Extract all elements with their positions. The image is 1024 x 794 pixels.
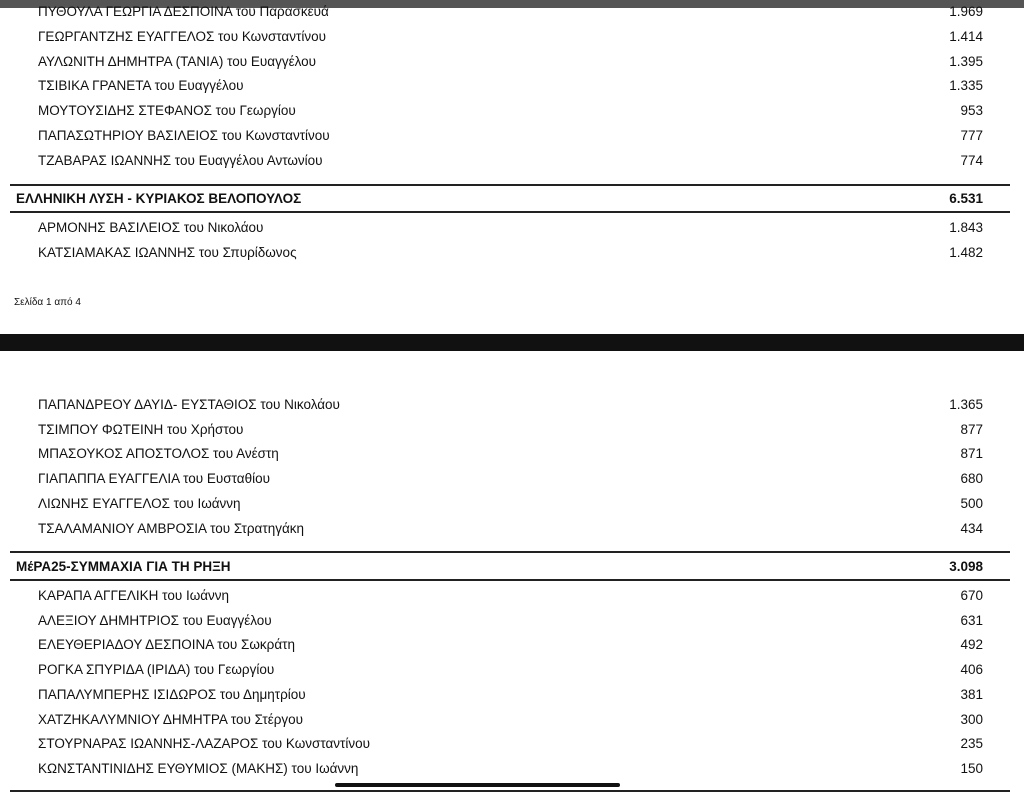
party-name: ΕΛΛΗΝΙΚΗ ΛΥΣΗ - ΚΥΡΙΑΚΟΣ ΒΕΛΟΠΟΥΛΟΣ — [16, 191, 302, 206]
candidate-name: ΑΛΕΞΙΟΥ ΔΗΜΗΤΡΙΟΣ του Ευαγγέλου — [38, 612, 272, 628]
candidate-votes: 631 — [960, 612, 983, 628]
candidate-name: ΕΛΕΥΘΕΡΙΑΔΟΥ ΔΕΣΠΟΙΝΑ του Σωκράτη — [38, 637, 295, 653]
candidate-votes: 150 — [960, 760, 983, 776]
candidate-votes: 1.335 — [949, 78, 983, 94]
candidate-votes: 1.414 — [949, 28, 983, 44]
candidate-votes: 777 — [960, 128, 983, 143]
candidate-votes: 235 — [960, 736, 983, 752]
candidate-name: ΠΥΘΟΥΛΑ ΓΕΩΡΓΙΑ ΔΕΣΠΟΙΝΑ του Παρασκευά — [38, 4, 329, 19]
candidate-votes: 500 — [960, 495, 983, 511]
candidate-name: ΠΑΠΑΝΔΡΕΟΥ ΔΑΥΙΔ- ΕΥΣΤΑΘΙΟΣ του Νικολάου — [38, 397, 340, 412]
candidate-name: ΜΟΥΤΟΥΣΙΔΗΣ ΣΤΕΦΑΝΟΣ του Γεωργίου — [38, 103, 296, 119]
candidate-votes: 300 — [960, 711, 983, 727]
candidate-name: ΤΣΙΜΠΟΥ ΦΩΤΕΙΝΗ του Χρήστου — [38, 421, 244, 437]
candidate-name: ΑΥΛΩΝΙΤΗ ΔΗΜΗΤΡΑ (ΤΑΝΙΑ) του Ευαγγέλου — [38, 53, 317, 69]
candidate-name: ΤΣΙΒΙΚΑ ΓΡΑΝΕΤΑ του Ευαγγέλου — [38, 78, 244, 94]
candidate-votes: 670 — [960, 588, 983, 603]
candidate-votes: 1.482 — [949, 244, 983, 260]
page-footer: Σελίδα 1 από 4 — [14, 297, 81, 308]
candidate-votes: 1.969 — [949, 4, 983, 19]
candidate-name: ΓΕΩΡΓΑΝΤΖΗΣ ΕΥΑΓΓΕΛΟΣ του Κωνσταντίνου — [38, 28, 326, 44]
candidate-votes: 492 — [960, 637, 983, 653]
candidate-name: ΚΑΡΑΠΑ ΑΓΓΕΛΙΚΗ του Ιωάννη — [38, 588, 230, 603]
candidate-votes: 1.843 — [949, 220, 983, 235]
candidate-votes: 774 — [960, 152, 983, 168]
candidate-votes: 871 — [960, 446, 983, 462]
candidate-name: ΑΡΜΟΝΗΣ ΒΑΣΙΛΕΙΟΣ του Νικολάου — [38, 220, 264, 235]
candidate-name: ΧΑΤΖΗΚΑΛΥΜΝΙΟΥ ΔΗΜΗΤΡΑ του Στέργου — [38, 711, 304, 727]
candidate-name: ΣΤΟΥΡΝΑΡΑΣ ΙΩΑΝΝΗΣ-ΛΑΖΑΡΟΣ του Κωνσταντί… — [38, 736, 371, 752]
party-votes: 6.531 — [949, 191, 983, 206]
candidate-votes: 1.395 — [949, 53, 983, 69]
candidate-name: ΜΠΑΣΟΥΚΟΣ ΑΠΟΣΤΟΛΟΣ του Ανέστη — [38, 446, 279, 462]
candidate-name: ΤΣΑΛΑΜΑΝΙΟΥ ΑΜΒΡΟΣΙΑ του Στρατηγάκη — [38, 520, 305, 536]
candidate-votes: 953 — [960, 103, 983, 119]
candidate-votes: 406 — [960, 662, 983, 678]
page-break — [0, 334, 1024, 351]
rule — [10, 551, 1010, 553]
rule — [10, 790, 1010, 792]
candidate-name: ΡΟΓΚΑ ΣΠΥΡΙΔΑ (ΙΡΙΔΑ) του Γεωργίου — [38, 662, 275, 678]
candidate-name: ΠΑΠΑΣΩΤΗΡΙΟΥ ΒΑΣΙΛΕΙΟΣ του Κωνσταντίνου — [38, 128, 330, 143]
candidate-name: ΓΙΑΠΑΠΠΑ ΕΥΑΓΓΕΛΙΑ του Ευσταθίου — [38, 471, 270, 487]
candidate-name: ΚΑΤΣΙΑΜΑΚΑΣ ΙΩΑΝΝΗΣ του Σπυρίδωνος — [38, 244, 297, 260]
rule — [10, 184, 1010, 186]
candidate-name: ΠΑΠΑΛΥΜΠΕΡΗΣ ΙΣΙΔΩΡΟΣ του Δημητρίου — [38, 686, 306, 702]
candidate-name: ΤΖΑΒΑΡΑΣ ΙΩΑΝΝΗΣ του Ευαγγέλου Αντωνίου — [38, 152, 323, 168]
candidate-votes: 434 — [960, 520, 983, 536]
party-name: ΜέΡΑ25-ΣΥΜΜΑΧΙΑ ΓΙΑ ΤΗ ΡΗΞΗ — [16, 559, 231, 574]
party-votes: 3.098 — [949, 559, 983, 574]
rule — [10, 211, 1010, 213]
candidate-votes: 1.365 — [949, 397, 983, 412]
candidate-name: ΚΩΝΣΤΑΝΤΙΝΙΔΗΣ ΕΥΘΥΜΙΟΣ (ΜΑΚΗΣ) του Ιωάν… — [38, 760, 359, 776]
candidate-name: ΛΙΩΝΗΣ ΕΥΑΓΓΕΛΟΣ του Ιωάννη — [38, 495, 241, 511]
candidate-votes: 680 — [960, 471, 983, 487]
top-bar — [0, 0, 1024, 8]
rule — [10, 579, 1010, 581]
candidate-votes: 877 — [960, 421, 983, 437]
home-indicator — [335, 783, 620, 787]
candidate-votes: 381 — [960, 686, 983, 702]
